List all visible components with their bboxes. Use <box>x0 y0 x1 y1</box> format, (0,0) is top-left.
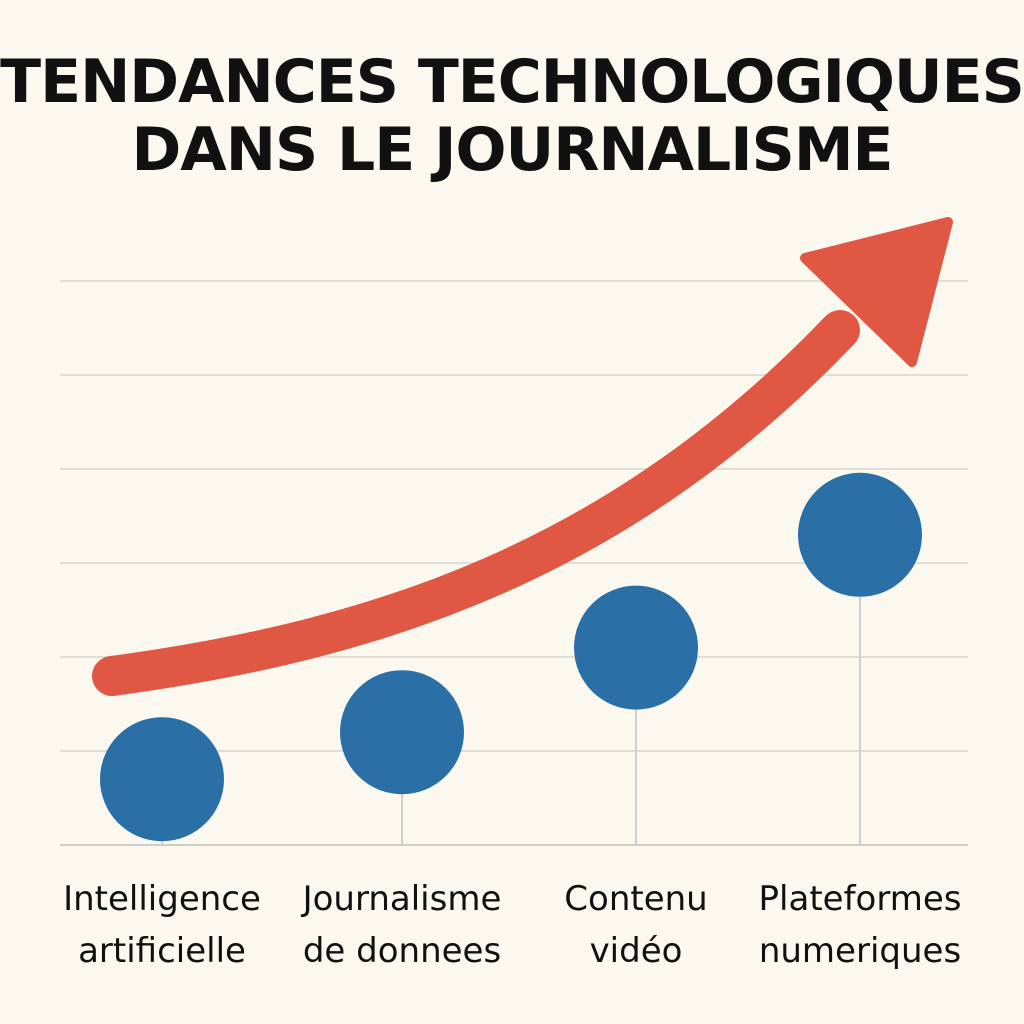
trend-arrow-shaft <box>92 310 860 696</box>
point-stems <box>161 596 861 845</box>
chart-title-line-2: DANS LE JOURNALISME <box>131 115 893 185</box>
data-point-3 <box>574 585 698 710</box>
trend-arrow-head <box>800 217 953 367</box>
data-points <box>100 472 922 842</box>
trend-arrow <box>92 217 953 696</box>
category-label-4-line-2: numeriques <box>759 931 961 971</box>
category-label-3-line-2: vidéo <box>590 931 683 971</box>
data-point-1 <box>100 717 224 842</box>
category-labels: Intelligence artificielle Journalisme de do… <box>63 879 961 971</box>
data-point-2 <box>340 670 464 795</box>
category-label-2-line-2: de donnees <box>303 931 501 971</box>
category-label-3-line-1: Contenu <box>564 879 707 919</box>
category-label-1-line-2: artificielle <box>78 931 246 971</box>
chart-title: TENDANCES TECHNOLOGIQUES DANS LE JOURNAL… <box>0 48 1024 184</box>
data-point-4 <box>798 472 922 597</box>
category-label-2-line-1: Journalisme <box>301 879 502 919</box>
chart-title-line-1: TENDANCES TECHNOLOGIQUES <box>0 47 1024 117</box>
category-label-1-line-1: Intelligence <box>63 879 261 919</box>
category-label-4-line-1: Plateformes <box>759 879 962 919</box>
